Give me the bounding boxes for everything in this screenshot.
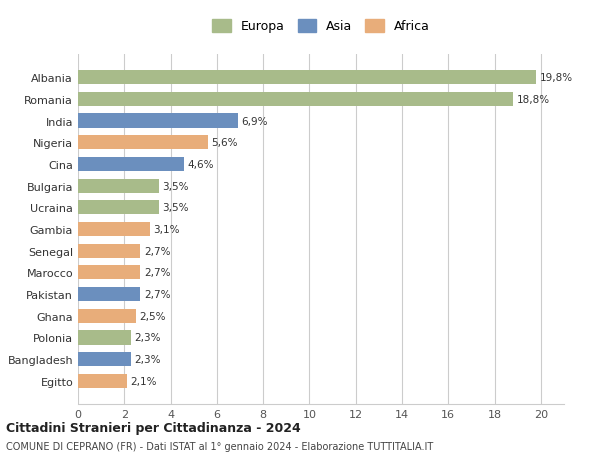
Text: 2,7%: 2,7% — [144, 290, 170, 299]
Text: 3,5%: 3,5% — [163, 181, 189, 191]
Text: 2,3%: 2,3% — [134, 354, 161, 364]
Bar — [78, 266, 140, 280]
Bar — [78, 244, 140, 258]
Text: 2,7%: 2,7% — [144, 246, 170, 256]
Legend: Europa, Asia, Africa: Europa, Asia, Africa — [209, 16, 433, 37]
Text: COMUNE DI CEPRANO (FR) - Dati ISTAT al 1° gennaio 2024 - Elaborazione TUTTITALIA: COMUNE DI CEPRANO (FR) - Dati ISTAT al 1… — [6, 441, 433, 451]
Text: Cittadini Stranieri per Cittadinanza - 2024: Cittadini Stranieri per Cittadinanza - 2… — [6, 421, 301, 434]
Bar — [78, 353, 131, 366]
Bar — [78, 93, 513, 106]
Bar — [78, 287, 140, 302]
Text: 3,1%: 3,1% — [153, 224, 180, 235]
Bar — [78, 179, 159, 193]
Text: 2,5%: 2,5% — [139, 311, 166, 321]
Bar — [78, 330, 131, 345]
Bar — [78, 201, 159, 215]
Bar — [78, 114, 238, 129]
Text: 19,8%: 19,8% — [540, 73, 573, 83]
Text: 4,6%: 4,6% — [188, 160, 214, 169]
Bar — [78, 136, 208, 150]
Text: 5,6%: 5,6% — [211, 138, 238, 148]
Bar — [78, 374, 127, 388]
Text: 6,9%: 6,9% — [241, 116, 268, 126]
Bar — [78, 309, 136, 323]
Text: 2,1%: 2,1% — [130, 376, 157, 386]
Bar — [78, 71, 536, 85]
Text: 3,5%: 3,5% — [163, 203, 189, 213]
Text: 2,7%: 2,7% — [144, 268, 170, 278]
Bar — [78, 157, 184, 172]
Text: 18,8%: 18,8% — [517, 95, 550, 105]
Text: 2,3%: 2,3% — [134, 333, 161, 343]
Bar — [78, 223, 150, 236]
